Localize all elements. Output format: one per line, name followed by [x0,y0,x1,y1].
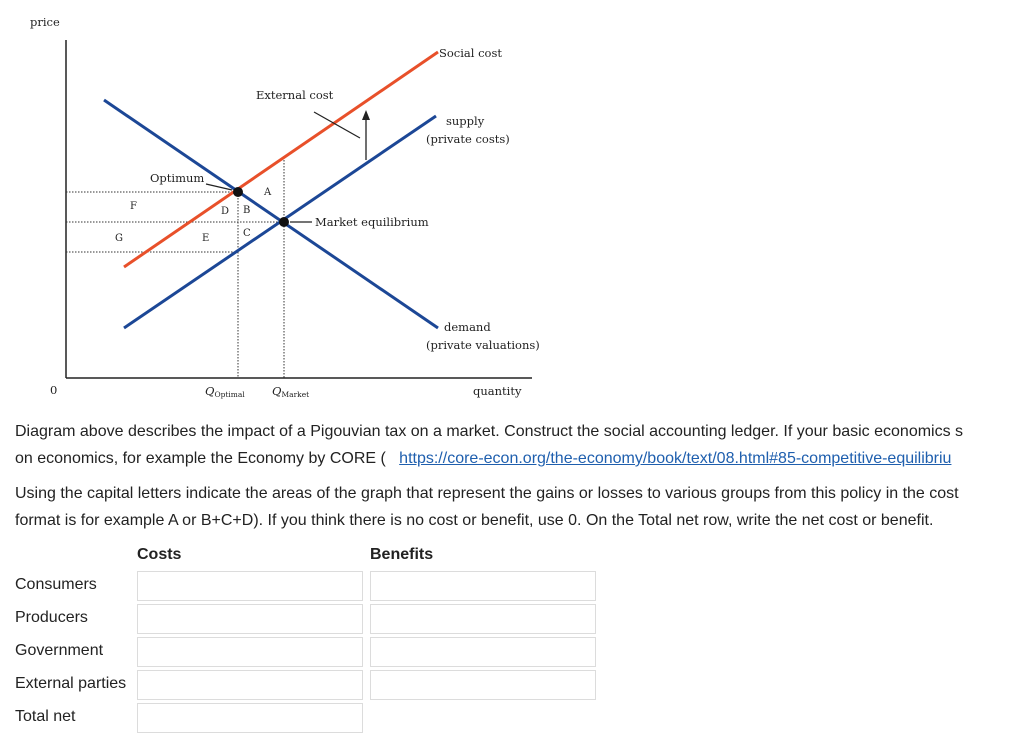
market-equilibrium-point [279,217,289,227]
question-line-4: format is for example A or B+C+D). If yo… [15,512,934,529]
question-line-2: on economics, for example the Economy by… [15,450,952,467]
costs-header: Costs [137,546,182,563]
q-optimal-label: QOptimal [205,384,245,399]
origin-label: 0 [50,383,57,397]
row-label-total-net: Total net [15,708,76,725]
social-cost-curve [123,50,439,269]
arrowhead-icon [362,110,370,120]
external-cost-label: External cost [256,88,334,102]
optimum-label: Optimum [150,171,204,185]
social-cost-label: Social cost [439,46,502,60]
question-paragraph-2: Using the capital letters indicate the a… [15,480,1024,534]
optimum-point [233,187,243,197]
guide-lines [66,160,285,378]
pigouvian-tax-diagram: price 0 quantity Social cost supply (pri… [30,15,540,399]
government-costs-input[interactable] [137,637,363,667]
row-label-producers: Producers [15,609,88,626]
demand-sublabel: (private valuations) [426,338,540,352]
consumers-benefits-input[interactable] [370,571,596,601]
benefits-header: Benefits [370,546,434,563]
x-axis-label: quantity [473,384,522,398]
area-f-label: F [130,201,137,212]
external-parties-benefits-input[interactable] [370,670,596,700]
row-label-external-parties: External parties [15,675,127,692]
area-e-label: E [202,233,209,244]
question-paragraph-1: Diagram above describes the impact of a … [15,418,1024,472]
row-label-consumers: Consumers [15,576,97,593]
area-c-label: C [243,228,251,239]
question-line-1: Diagram above describes the impact of a … [15,423,964,440]
optimum-pointer [205,183,233,191]
producers-costs-input[interactable] [137,604,363,634]
demand-label: demand [444,320,491,334]
market-equilibrium-label: Market equilibrium [315,215,429,229]
external-parties-costs-input[interactable] [137,670,363,700]
supply-label: supply [446,114,485,128]
area-b-label: B [243,205,250,216]
producers-benefits-input[interactable] [370,604,596,634]
row-label-government: Government [15,642,104,659]
area-d-label: D [221,206,229,217]
q-market-label: QMarket [272,384,309,399]
supply-sublabel: (private costs) [426,132,510,146]
y-axis-label: price [30,15,60,29]
area-g-label: G [115,233,123,244]
core-econ-link[interactable]: https://core-econ.org/the-economy/book/t… [399,450,952,467]
government-benefits-input[interactable] [370,637,596,667]
consumers-costs-input[interactable] [137,571,363,601]
area-a-label: A [263,187,272,198]
external-cost-pointer [313,111,361,139]
question-line-3: Using the capital letters indicate the a… [15,485,959,502]
total-net-input[interactable] [137,703,363,733]
demand-curve [103,98,439,330]
